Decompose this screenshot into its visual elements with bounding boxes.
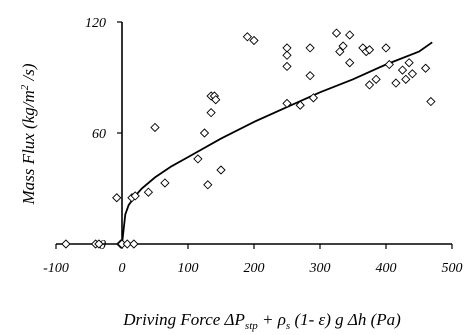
data-point — [426, 96, 436, 107]
data-point — [193, 154, 203, 164]
data-point — [282, 61, 292, 72]
fit-curve — [121, 41, 433, 245]
data-point — [371, 74, 381, 84]
data-point — [364, 80, 375, 90]
data-point — [203, 180, 213, 190]
data-point — [404, 58, 414, 68]
data-point — [345, 58, 355, 68]
data-point — [420, 63, 431, 73]
data-point — [199, 128, 210, 138]
data-point — [160, 178, 170, 188]
x-tick-label: 300 — [309, 261, 331, 276]
data-point — [308, 93, 319, 103]
data-point — [249, 35, 259, 46]
x-tick-label: 0 — [119, 261, 126, 276]
x-tick-label: 100 — [178, 261, 199, 276]
y-axis-title: Mass Flux (kg/m2 /s) — [19, 63, 38, 205]
data-point — [305, 43, 315, 53]
data-point — [345, 30, 355, 40]
data-point — [150, 122, 160, 133]
data-point — [335, 46, 345, 57]
data-point — [122, 239, 132, 249]
data-point — [129, 239, 139, 249]
data-point — [112, 193, 122, 203]
x-axis-title: Driving Force ΔPstp + ρs (1- ε) g Δh (Pa… — [122, 310, 401, 332]
data-point — [206, 108, 216, 118]
data-point — [295, 100, 305, 110]
data-point — [338, 41, 348, 51]
data-point — [331, 28, 342, 38]
data-point — [381, 43, 391, 53]
data-point — [384, 59, 394, 70]
ticks: -100 0 100 200 300 400 500 0 60 120 — [43, 16, 462, 276]
data-point — [143, 187, 154, 197]
x-tick-label: 500 — [442, 261, 463, 276]
data-point — [216, 165, 226, 175]
y-tick-label: 120 — [85, 16, 106, 31]
data-point — [242, 32, 253, 42]
data-point — [282, 98, 292, 109]
x-tick-label: 400 — [376, 261, 397, 276]
data-point — [211, 95, 221, 105]
data-point — [364, 45, 375, 55]
data-point — [94, 239, 104, 249]
x-tick-label: 200 — [244, 261, 265, 276]
fit-curve-layer — [121, 41, 433, 245]
data-points — [61, 28, 436, 249]
axes — [56, 22, 452, 245]
x-tick-label: -100 — [43, 261, 69, 276]
y-tick-label: 60 — [92, 127, 106, 142]
data-point — [407, 69, 418, 79]
data-point — [305, 71, 315, 81]
data-point — [130, 191, 140, 201]
data-point — [61, 239, 71, 249]
data-point — [401, 74, 411, 84]
y-tick-label: 0 — [99, 238, 106, 253]
data-point — [391, 78, 401, 88]
data-point — [282, 50, 292, 60]
data-point — [397, 65, 408, 75]
